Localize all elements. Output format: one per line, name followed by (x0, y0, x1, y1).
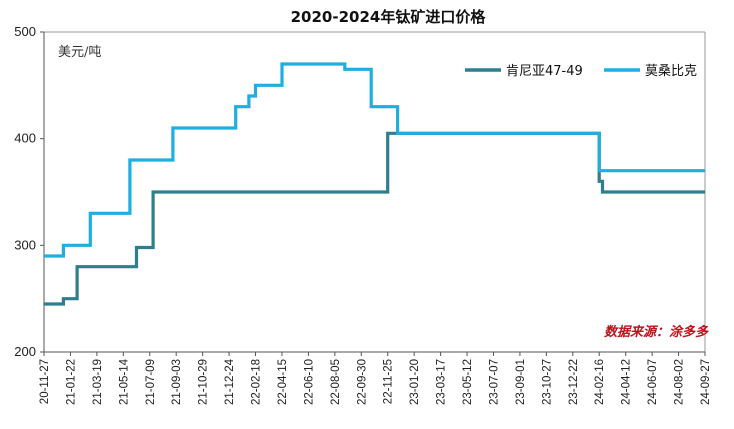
x-tick-label: 22-06-10 (303, 359, 315, 405)
x-tick-label: 21-01-22 (65, 359, 77, 405)
y-axis-unit-label: 美元/吨 (58, 45, 101, 60)
x-tick-label: 21-12-24 (224, 358, 236, 405)
plot-area: 200 300 400 500 20-11-27 21-01-22 21-03-19 21-0… (14, 24, 712, 405)
y-tick-label: 200 (14, 344, 36, 359)
x-tick-label: 22-02-18 (251, 359, 263, 405)
legend-label-2: 莫桑比克 (645, 64, 697, 79)
x-tick-label: 24-04-12 (621, 359, 633, 405)
y-tick-label: 300 (14, 237, 36, 252)
x-tick-label: 22-08-05 (330, 359, 342, 405)
x-tick-label: 21-03-19 (92, 359, 104, 405)
data-source-note: 数据来源：涂多多 (604, 324, 709, 340)
x-tick-label: 21-10-29 (198, 359, 210, 405)
x-tick-label: 24-08-02 (674, 359, 686, 405)
x-tick-label: 21-05-14 (118, 358, 130, 405)
x-tick-label: 20-11-27 (39, 359, 51, 404)
x-tick-label: 24-06-07 (647, 359, 659, 405)
x-tick-label: 22-04-15 (277, 359, 289, 405)
x-tick-label: 23-10-27 (541, 359, 553, 405)
x-tick-label: 23-12-22 (568, 359, 580, 405)
x-tick-label: 21-09-03 (171, 359, 183, 405)
x-tick-label: 23-03-17 (436, 359, 448, 405)
legend: 肯尼亚47-49 莫桑比克 (465, 64, 697, 79)
series-line-1 (44, 131, 705, 306)
legend-label-1: 肯尼亚47-49 (506, 64, 583, 79)
x-tick-label: 22-11-25 (383, 359, 395, 404)
y-tick-label: 400 (14, 131, 36, 146)
x-tick-label: 21-07-09 (145, 359, 157, 405)
chart-title: 2020-2024年钛矿进口价格 (291, 8, 487, 26)
x-tick-label: 24-02-16 (594, 359, 606, 405)
x-tick-label: 23-09-01 (515, 359, 527, 405)
x-tick-label: 23-01-20 (409, 359, 421, 405)
x-tick-label: 24-09-27 (700, 359, 712, 405)
series-line-2 (44, 62, 705, 258)
x-tick-label: 22-09-30 (356, 359, 368, 405)
y-tick-label: 500 (14, 24, 36, 39)
x-tick-label: 23-07-07 (488, 359, 500, 405)
x-tick-label: 23-05-12 (462, 359, 474, 405)
